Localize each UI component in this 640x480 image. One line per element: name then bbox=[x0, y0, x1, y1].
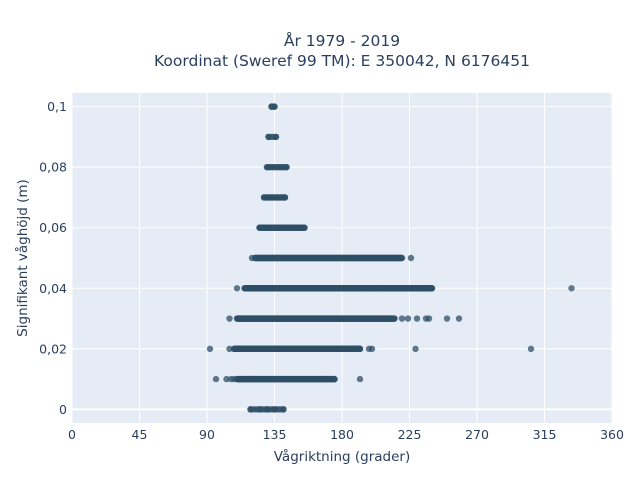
data-point bbox=[281, 194, 289, 201]
data-point bbox=[283, 163, 290, 171]
x-tick-label: 360 bbox=[600, 427, 624, 442]
data-point bbox=[428, 285, 436, 292]
y-tick-label: 0 bbox=[59, 402, 67, 417]
data-point bbox=[407, 254, 415, 262]
data-point bbox=[412, 345, 419, 353]
data-point bbox=[260, 194, 268, 201]
y-axis-title: Signifikant våghöjd (m) bbox=[14, 179, 31, 337]
data-point bbox=[265, 133, 272, 141]
data-points bbox=[206, 103, 575, 413]
data-point bbox=[356, 375, 364, 383]
data-point bbox=[395, 254, 403, 262]
x-tick-label: 180 bbox=[330, 427, 354, 442]
data-point bbox=[376, 254, 383, 262]
data-point bbox=[247, 406, 254, 413]
data-point bbox=[323, 375, 331, 383]
y-tick-label: 0,06 bbox=[39, 220, 67, 235]
data-point bbox=[226, 315, 233, 322]
data-point bbox=[256, 406, 263, 413]
y-tick-label: 0,1 bbox=[47, 99, 67, 114]
data-point bbox=[368, 345, 376, 353]
data-point bbox=[368, 254, 376, 262]
x-tick-label: 270 bbox=[465, 427, 489, 442]
x-tick-label: 0 bbox=[68, 427, 76, 442]
data-point bbox=[331, 375, 338, 383]
data-point bbox=[425, 315, 433, 322]
x-tick-label: 135 bbox=[263, 427, 287, 442]
data-point bbox=[212, 375, 220, 383]
chart-title-line-2: Koordinat (Sweref 99 TM): E 350042, N 61… bbox=[154, 52, 530, 70]
data-point bbox=[271, 103, 278, 110]
data-point bbox=[301, 224, 308, 231]
x-axis-title: Vågriktning (grader) bbox=[274, 448, 411, 465]
x-tick-label: 90 bbox=[199, 427, 215, 442]
data-point bbox=[248, 254, 256, 262]
data-point bbox=[230, 375, 238, 383]
data-point bbox=[280, 406, 287, 413]
data-point bbox=[256, 224, 263, 231]
x-tick-label: 45 bbox=[132, 427, 148, 442]
x-tick-label: 225 bbox=[398, 427, 422, 442]
data-point bbox=[386, 254, 394, 262]
data-point bbox=[226, 345, 233, 353]
data-point bbox=[568, 285, 575, 292]
data-point bbox=[443, 315, 451, 322]
y-tick-label: 0,04 bbox=[39, 281, 67, 296]
data-point bbox=[263, 406, 271, 413]
data-point bbox=[356, 345, 364, 353]
data-point bbox=[404, 315, 412, 322]
data-point bbox=[422, 285, 430, 292]
data-point bbox=[413, 315, 421, 322]
chart-title-line-1: År 1979 - 2019 bbox=[284, 31, 400, 50]
data-point bbox=[398, 315, 406, 322]
data-point bbox=[233, 285, 241, 292]
data-point bbox=[358, 254, 365, 262]
data-point bbox=[263, 163, 271, 171]
data-point bbox=[271, 406, 278, 413]
x-axis-ticks: 0 45 90 135 180 225 270 315 360 bbox=[68, 427, 624, 442]
data-point bbox=[272, 133, 280, 141]
y-tick-label: 0,08 bbox=[39, 160, 67, 175]
data-point bbox=[223, 375, 230, 383]
y-axis-ticks: 0 0,02 0,04 0,06 0,08 0,1 bbox=[39, 99, 67, 417]
y-tick-label: 0,02 bbox=[39, 341, 67, 356]
data-point bbox=[527, 345, 535, 353]
data-point bbox=[391, 315, 398, 322]
data-point bbox=[455, 315, 463, 322]
data-point bbox=[206, 345, 214, 353]
x-tick-label: 315 bbox=[533, 427, 557, 442]
